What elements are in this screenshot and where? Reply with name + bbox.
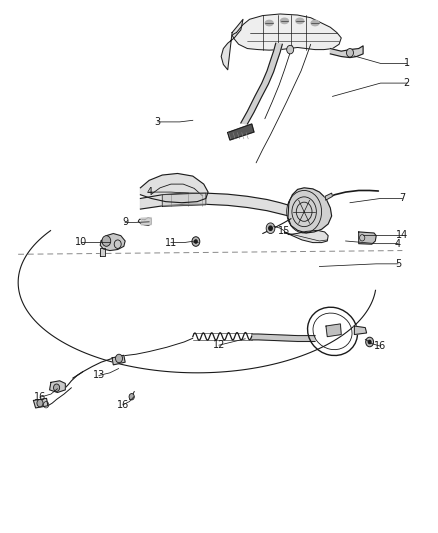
Text: 14: 14 bbox=[396, 230, 409, 240]
Polygon shape bbox=[49, 381, 65, 392]
Text: 4: 4 bbox=[146, 187, 152, 197]
Text: 16: 16 bbox=[34, 392, 46, 402]
Polygon shape bbox=[221, 19, 243, 70]
Polygon shape bbox=[285, 230, 328, 243]
Text: 16: 16 bbox=[117, 400, 129, 410]
Polygon shape bbox=[141, 193, 291, 216]
Text: 16: 16 bbox=[374, 341, 387, 351]
Text: 13: 13 bbox=[93, 370, 105, 381]
Polygon shape bbox=[325, 193, 332, 200]
Polygon shape bbox=[162, 193, 206, 206]
Text: 4: 4 bbox=[395, 239, 401, 248]
Circle shape bbox=[129, 393, 134, 400]
Circle shape bbox=[368, 341, 371, 344]
Polygon shape bbox=[241, 43, 283, 124]
Ellipse shape bbox=[296, 18, 304, 23]
Circle shape bbox=[366, 337, 374, 347]
Text: 11: 11 bbox=[165, 238, 177, 247]
Polygon shape bbox=[112, 356, 125, 365]
Polygon shape bbox=[100, 233, 125, 251]
Polygon shape bbox=[330, 46, 363, 58]
Polygon shape bbox=[228, 124, 254, 140]
Ellipse shape bbox=[281, 18, 288, 23]
Polygon shape bbox=[354, 326, 367, 335]
Text: 3: 3 bbox=[155, 117, 161, 127]
Circle shape bbox=[53, 384, 60, 391]
Polygon shape bbox=[33, 398, 48, 408]
Polygon shape bbox=[232, 14, 341, 50]
Text: 2: 2 bbox=[404, 78, 410, 88]
Polygon shape bbox=[141, 217, 151, 225]
Text: 9: 9 bbox=[122, 217, 128, 228]
Text: 5: 5 bbox=[395, 259, 401, 269]
Polygon shape bbox=[288, 188, 332, 233]
Circle shape bbox=[346, 49, 353, 57]
Circle shape bbox=[287, 45, 293, 54]
Circle shape bbox=[102, 236, 111, 246]
Circle shape bbox=[116, 354, 123, 363]
Polygon shape bbox=[252, 334, 315, 342]
Polygon shape bbox=[100, 248, 106, 256]
Text: 7: 7 bbox=[399, 193, 406, 204]
Polygon shape bbox=[141, 173, 208, 203]
Circle shape bbox=[37, 399, 43, 407]
Text: 12: 12 bbox=[213, 340, 225, 350]
Ellipse shape bbox=[265, 20, 273, 26]
Text: 15: 15 bbox=[278, 226, 291, 236]
Polygon shape bbox=[326, 324, 341, 337]
Polygon shape bbox=[359, 232, 376, 244]
Circle shape bbox=[194, 240, 197, 243]
Text: 1: 1 bbox=[404, 59, 410, 68]
Circle shape bbox=[192, 237, 200, 246]
Text: 10: 10 bbox=[75, 237, 88, 247]
Circle shape bbox=[269, 226, 272, 230]
Ellipse shape bbox=[311, 20, 319, 26]
Circle shape bbox=[266, 223, 275, 233]
